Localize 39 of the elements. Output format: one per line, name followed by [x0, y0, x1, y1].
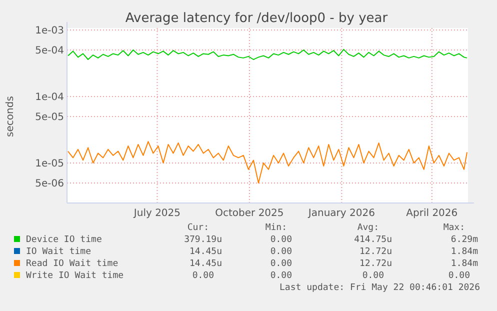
text: Avg:	[357, 223, 379, 233]
x-tick-label: January 2026	[307, 208, 375, 219]
text: Min:	[265, 223, 287, 233]
text: 1.84m	[450, 247, 478, 257]
line-series	[68, 48, 468, 60]
text: 6.29m	[450, 235, 478, 245]
text: 0.00	[192, 271, 214, 281]
legend-label: Device IO time	[26, 235, 102, 245]
text: 14.45u	[189, 247, 222, 257]
x-tick-label: April 2026	[406, 208, 458, 219]
y-axis-title: seconds	[5, 96, 16, 137]
text: Last update: Fri May 22 00:46:01 2026	[280, 283, 480, 293]
chart-title: Average latency for /dev/loop0 - by year	[125, 11, 388, 26]
text: 12.72u	[359, 259, 392, 269]
text: 0.00	[270, 235, 292, 245]
text: 379.19u	[184, 235, 222, 245]
x-tick-label: July 2025	[132, 208, 181, 219]
text: 0.00	[270, 271, 292, 281]
legend-label: IO Wait time	[26, 247, 92, 257]
legend-label: Write IO Wait time	[26, 271, 124, 281]
y-tick-label: 1e-04	[35, 92, 64, 103]
y-tick-label: 5e-06	[35, 178, 64, 190]
text: 14.45u	[189, 259, 222, 269]
x-tick-label: October 2025	[215, 208, 284, 219]
text: 12.72u	[359, 247, 392, 257]
text: 0.00	[270, 259, 292, 269]
text: 0.00	[270, 247, 292, 257]
text: 1.84m	[450, 259, 478, 269]
text: 0.00	[362, 271, 384, 281]
text: 0.00	[448, 271, 470, 281]
text: 414.75u	[354, 235, 392, 245]
y-tick-label: 5e-05	[35, 112, 64, 123]
line-series	[68, 141, 468, 184]
legend-label: Read IO Wait time	[26, 259, 118, 269]
text: Max:	[443, 223, 465, 233]
y-tick-label: 1e-03	[35, 26, 64, 36]
y-tick-label: 5e-04	[35, 46, 64, 57]
y-tick-label: 1e-05	[35, 158, 64, 170]
text: Cur:	[187, 223, 209, 233]
